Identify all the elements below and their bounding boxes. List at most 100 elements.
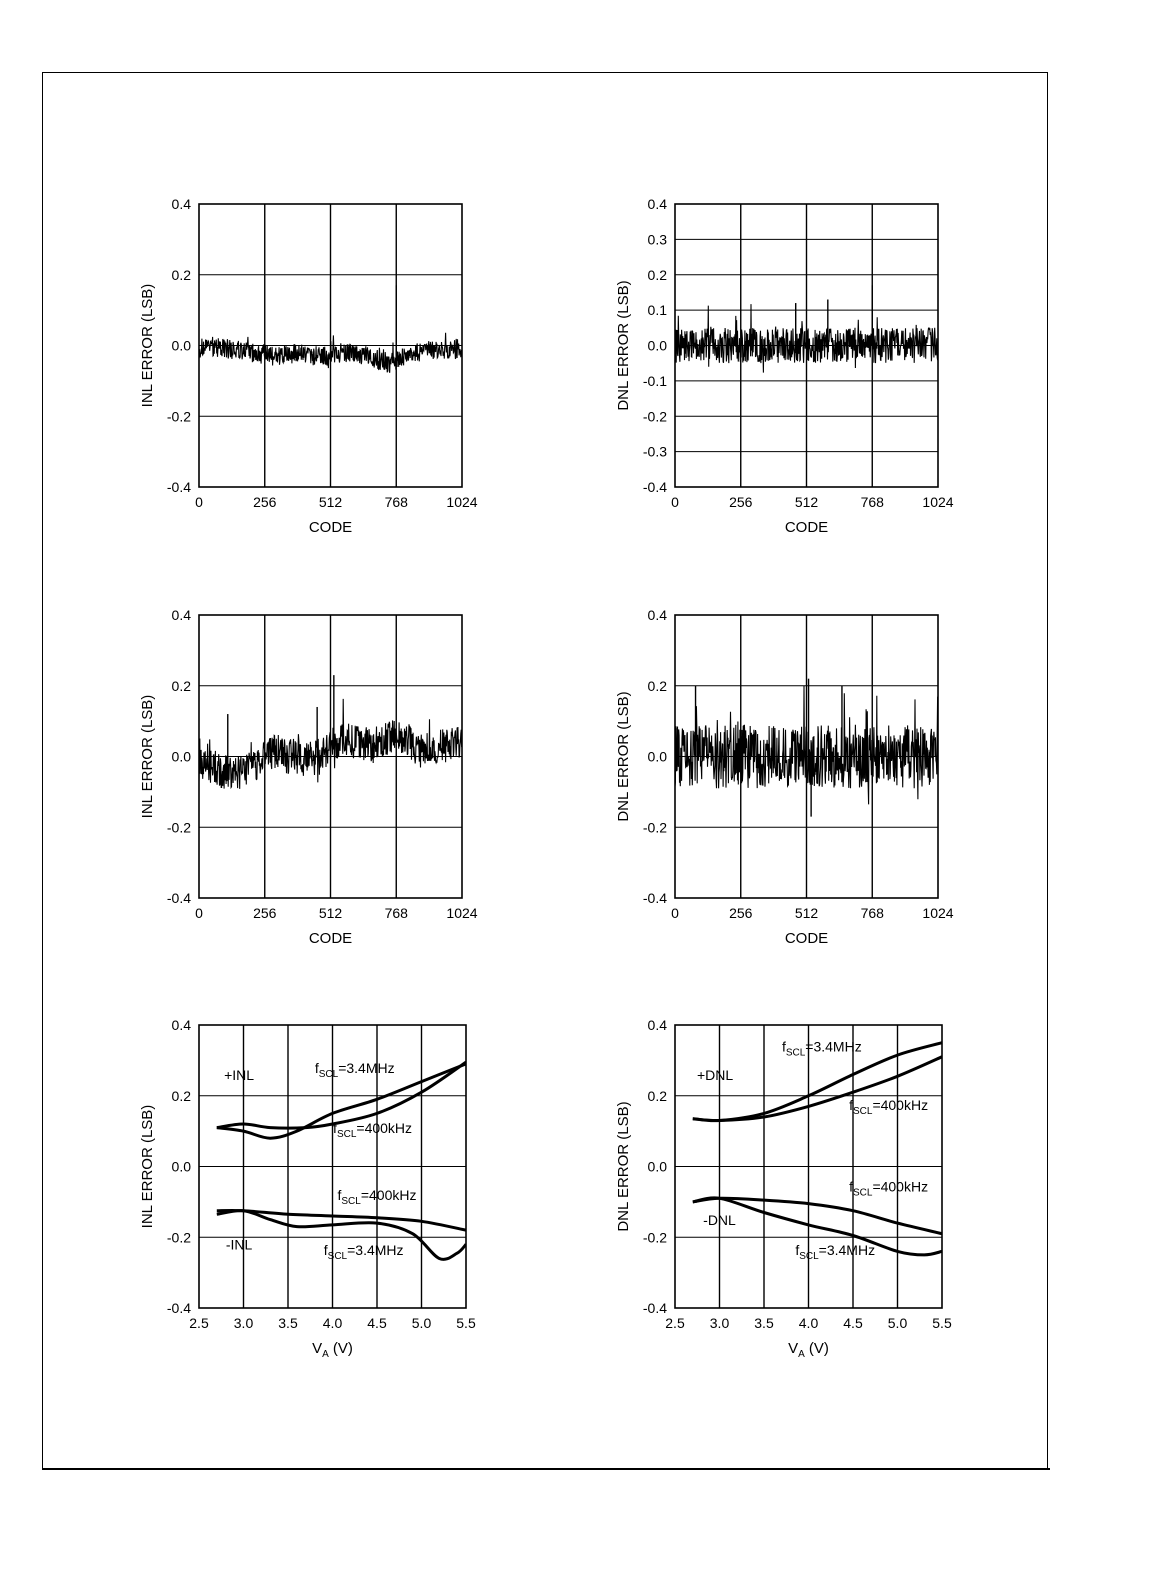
x-tick-label: 256 [729, 905, 753, 921]
x-tick-label: 3.0 [710, 1315, 730, 1331]
y-tick-label: 0.2 [648, 267, 668, 283]
y-axis-label: DNL ERROR (LSB) [615, 280, 632, 410]
y-axis-label: INL ERROR (LSB) [139, 284, 156, 408]
x-tick-label: 256 [729, 494, 753, 510]
x-axis-label: CODE [785, 519, 828, 536]
y-tick-label: -0.4 [643, 479, 667, 495]
x-tick-label: 5.0 [888, 1315, 908, 1331]
x-tick-label: 0 [195, 494, 203, 510]
x-tick-label: 256 [253, 905, 277, 921]
x-tick-label: 1024 [446, 905, 477, 921]
x-axis-label: VA (V) [312, 1340, 353, 1360]
x-tick-label: 4.0 [323, 1315, 343, 1331]
x-axis-label: VA (V) [788, 1340, 829, 1360]
x-tick-label: 0 [671, 494, 679, 510]
annotation: -DNL [703, 1212, 736, 1228]
x-tick-label: 5.5 [932, 1315, 952, 1331]
chart-6: 2.5 3.0 3.5 4.0 4.5 5.0 5.5 -0.4 -0.2 0.0 0.2 0.4 VA… [615, 1017, 952, 1360]
y-tick-label: -0.4 [167, 890, 191, 906]
y-tick-label: 0.0 [648, 749, 668, 765]
series-line [216, 1062, 466, 1140]
x-tick-label: 5.5 [456, 1315, 476, 1331]
chart-3: 0 256 512 768 1024 -0.4 -0.2 0.0 0.2 0.4 CODE INL E… [139, 607, 478, 947]
y-tick-label: 0.4 [648, 1017, 668, 1033]
x-tick-label: 512 [319, 494, 343, 510]
x-tick-label: 3.0 [234, 1315, 254, 1331]
x-tick-label: 4.5 [843, 1315, 863, 1331]
annotation: fSCL=400kHz [333, 1120, 412, 1140]
y-tick-label: 0.0 [172, 1159, 192, 1175]
y-tick-label: -0.2 [167, 819, 191, 835]
annotation: fSCL=400kHz [338, 1187, 417, 1207]
y-tick-label: 0.4 [172, 1017, 192, 1033]
y-tick-label: 0.2 [172, 1088, 192, 1104]
y-tick-label: -0.4 [167, 479, 191, 495]
y-tick-label: 0.4 [172, 196, 192, 212]
y-tick-label: 0.0 [648, 338, 668, 354]
x-tick-label: 256 [253, 494, 277, 510]
x-axis-label: CODE [785, 930, 828, 947]
page-frame [42, 72, 1048, 1469]
x-tick-label: 1024 [922, 905, 953, 921]
x-tick-label: 4.5 [367, 1315, 387, 1331]
y-tick-label: 0.2 [172, 267, 192, 283]
y-tick-label: 0.1 [648, 302, 668, 318]
annotation: fSCL=3.4MHz [315, 1060, 395, 1080]
annotation: fSCL=3.4MHz [795, 1242, 875, 1262]
series-line [199, 698, 462, 790]
x-tick-label: 0 [195, 905, 203, 921]
plot-frame [674, 614, 939, 899]
x-tick-label: 5.0 [412, 1315, 432, 1331]
y-tick-label: 0.0 [172, 338, 192, 354]
annotation: fSCL=3.4MHz [324, 1242, 404, 1262]
y-axis-label: DNL ERROR (LSB) [615, 691, 632, 821]
x-tick-label: 0 [671, 905, 679, 921]
plot-frame [198, 203, 463, 488]
y-tick-label: -0.2 [167, 1229, 191, 1245]
y-tick-label: -0.2 [643, 408, 667, 424]
x-tick-label: 768 [861, 494, 885, 510]
y-axis-label: INL ERROR (LSB) [139, 695, 156, 819]
x-tick-label: 768 [861, 905, 885, 921]
chart-4: 0 256 512 768 1024 -0.4 -0.2 0.0 0.2 0.4 CODE DNL E… [615, 607, 954, 947]
annotation: -INL [226, 1237, 253, 1253]
y-tick-label: -0.4 [643, 1300, 667, 1316]
chart-5: 2.5 3.0 3.5 4.0 4.5 5.0 5.5 -0.4 -0.2 0.0 0.2 0.4 VA… [139, 1017, 476, 1360]
annotation: fSCL=3.4MHz [782, 1039, 862, 1059]
series-line [692, 1055, 942, 1123]
series-line [675, 685, 938, 805]
y-tick-label: 0.2 [648, 678, 668, 694]
x-tick-label: 1024 [446, 494, 477, 510]
y-tick-label: -0.1 [643, 373, 667, 389]
x-tick-label: 4.0 [799, 1315, 819, 1331]
annotation: fSCL=400kHz [849, 1178, 928, 1198]
y-tick-label: -0.4 [167, 1300, 191, 1316]
y-tick-label: -0.3 [643, 444, 667, 460]
annotation: +DNL [697, 1067, 733, 1083]
chart-2: 0 256 512 768 1024 -0.4 -0.3 -0.2 -0.1 0.0 0.1 0.2 0… [615, 196, 954, 536]
x-axis-label: CODE [309, 519, 352, 536]
series-line [216, 1060, 466, 1130]
annotation: +INL [224, 1067, 254, 1083]
annotation: fSCL=400kHz [849, 1097, 928, 1117]
x-tick-label: 2.5 [665, 1315, 685, 1331]
x-tick-label: 1024 [922, 494, 953, 510]
x-tick-label: 512 [795, 494, 819, 510]
plot-frame [674, 1024, 943, 1309]
y-tick-label: -0.2 [643, 1229, 667, 1245]
y-tick-label: 0.2 [648, 1088, 668, 1104]
x-tick-label: 768 [385, 905, 409, 921]
page-bottom-rule [42, 1468, 1050, 1470]
chart-1: 0 256 512 768 1024 -0.4 -0.2 0.0 0.2 0.4 CODE INL E… [139, 196, 478, 536]
y-tick-label: -0.2 [167, 408, 191, 424]
y-tick-label: 0.4 [172, 607, 192, 623]
y-tick-label: 0.3 [648, 231, 668, 247]
x-tick-label: 768 [385, 494, 409, 510]
y-tick-label: 0.4 [648, 607, 668, 623]
y-axis-label: INL ERROR (LSB) [139, 1105, 156, 1229]
x-tick-label: 512 [795, 905, 819, 921]
y-tick-label: 0.0 [648, 1159, 668, 1175]
series-line [216, 1209, 466, 1261]
y-tick-label: 0.4 [648, 196, 668, 212]
